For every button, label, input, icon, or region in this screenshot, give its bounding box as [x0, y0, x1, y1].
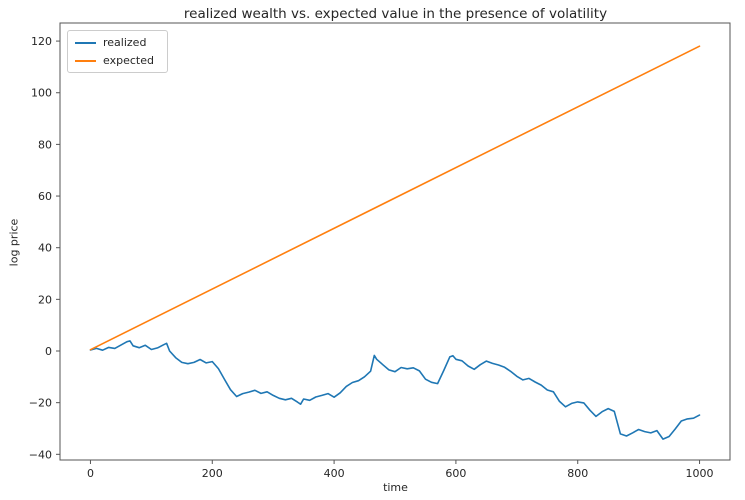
expected-line	[89, 45, 701, 351]
x-tick-label: 0	[87, 467, 94, 480]
y-axis-label: log price	[7, 218, 21, 267]
expected-line-swatch	[75, 59, 96, 62]
y-tick-label: 100	[31, 87, 52, 100]
y-tick-label: 40	[38, 242, 52, 255]
legend-label-realized: realized	[103, 36, 147, 49]
legend: realized expected	[67, 30, 168, 73]
y-tick-label: −20	[29, 397, 52, 410]
x-tick-label: 800	[567, 467, 588, 480]
y-tick-label: 20	[38, 293, 52, 306]
legend-item-realized: realized	[75, 36, 159, 49]
plot-frame	[59, 22, 731, 461]
x-axis-label: time	[383, 481, 408, 494]
y-tick-label: 80	[38, 138, 52, 151]
x-tick-label: 200	[202, 467, 223, 480]
realized-line-swatch	[75, 41, 96, 44]
x-tick-label: 1000	[686, 467, 714, 480]
chart-title: realized wealth vs. expected value in th…	[183, 6, 608, 22]
x-tick-label: 600	[445, 467, 466, 480]
legend-item-expected: expected	[75, 54, 159, 67]
x-tick-label: 400	[324, 467, 345, 480]
y-tick-label: 0	[45, 345, 52, 358]
y-tick-label: 60	[38, 190, 52, 203]
y-tick-label: −40	[29, 448, 52, 461]
y-tick-label: 120	[31, 35, 52, 48]
realized-line	[89, 340, 701, 440]
legend-label-expected: expected	[103, 54, 154, 67]
